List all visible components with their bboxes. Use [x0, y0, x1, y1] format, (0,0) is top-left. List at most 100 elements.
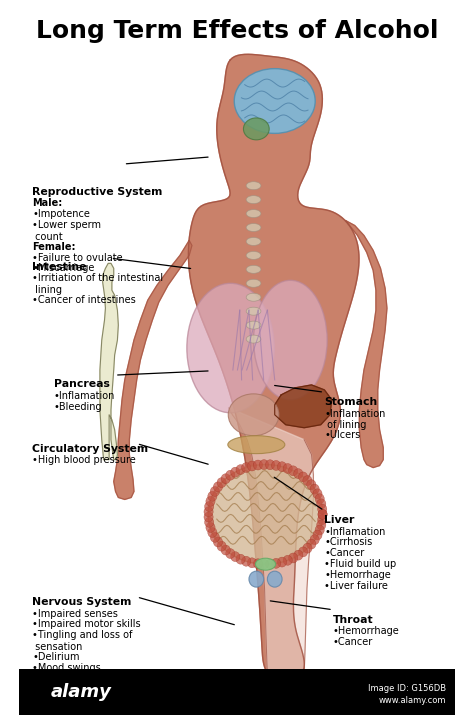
Circle shape: [253, 460, 263, 470]
Circle shape: [247, 461, 256, 471]
Text: •Bleeding: •Bleeding: [54, 402, 102, 412]
Circle shape: [206, 523, 215, 533]
Circle shape: [272, 558, 281, 569]
Ellipse shape: [255, 558, 276, 570]
Ellipse shape: [246, 238, 261, 246]
Circle shape: [205, 501, 214, 511]
Text: Pancreas: Pancreas: [54, 379, 109, 390]
Text: •Cancer of intestines: •Cancer of intestines: [32, 295, 136, 305]
Ellipse shape: [246, 210, 261, 218]
Text: alamy: alamy: [51, 682, 112, 701]
Circle shape: [226, 548, 235, 558]
Circle shape: [289, 466, 298, 476]
Text: •Fluid build up: •Fluid build up: [324, 559, 396, 569]
Polygon shape: [189, 54, 359, 680]
Circle shape: [253, 558, 263, 569]
Ellipse shape: [228, 436, 285, 454]
Circle shape: [259, 559, 269, 569]
Text: •Anxiety: •Anxiety: [32, 674, 75, 684]
Ellipse shape: [249, 571, 264, 587]
Text: Circulatory System: Circulatory System: [32, 444, 148, 454]
Ellipse shape: [246, 335, 261, 343]
Circle shape: [265, 559, 274, 569]
Text: •Miscarriage: •Miscarriage: [32, 263, 94, 274]
Text: Nervous System: Nervous System: [32, 597, 131, 607]
Text: •Inflamation: •Inflamation: [324, 526, 385, 536]
Text: •Liver failure: •Liver failure: [324, 581, 388, 591]
Text: Throat: Throat: [333, 615, 374, 625]
Circle shape: [307, 480, 316, 490]
Text: Intestine: Intestine: [32, 262, 87, 271]
Text: •Impaired senses: •Impaired senses: [32, 609, 118, 619]
Circle shape: [217, 541, 226, 551]
Ellipse shape: [246, 182, 261, 190]
Circle shape: [283, 556, 292, 565]
Text: www.alamy.com: www.alamy.com: [378, 696, 446, 705]
Text: Female:: Female:: [32, 242, 75, 252]
Circle shape: [265, 460, 274, 470]
Text: •Irritiation of the intestinal
 lining: •Irritiation of the intestinal lining: [32, 274, 163, 295]
Polygon shape: [114, 241, 192, 500]
Circle shape: [289, 553, 298, 563]
Circle shape: [283, 463, 292, 473]
Circle shape: [294, 550, 303, 560]
Text: •Delirium: •Delirium: [32, 652, 80, 662]
Circle shape: [221, 545, 230, 555]
Ellipse shape: [208, 465, 323, 564]
Circle shape: [213, 537, 223, 547]
Ellipse shape: [246, 195, 261, 203]
Circle shape: [236, 465, 245, 475]
Ellipse shape: [267, 571, 282, 587]
Circle shape: [206, 496, 215, 506]
Circle shape: [313, 530, 322, 540]
Ellipse shape: [228, 394, 279, 436]
Circle shape: [318, 515, 327, 525]
Text: •Cirrhosis: •Cirrhosis: [324, 538, 373, 547]
Circle shape: [210, 533, 219, 542]
Circle shape: [226, 470, 235, 480]
Ellipse shape: [234, 69, 315, 133]
Circle shape: [205, 518, 214, 527]
Circle shape: [299, 547, 308, 557]
Polygon shape: [229, 408, 313, 674]
Text: •Hemorrhage: •Hemorrhage: [333, 626, 400, 637]
Bar: [19, 669, 455, 715]
Text: Male:: Male:: [32, 198, 62, 208]
Ellipse shape: [246, 223, 261, 231]
Circle shape: [213, 482, 223, 492]
Polygon shape: [100, 263, 118, 460]
Circle shape: [242, 556, 251, 566]
Text: •Hemorrhage: •Hemorrhage: [324, 570, 391, 580]
Text: •Impaired motor skills: •Impaired motor skills: [32, 619, 141, 629]
Ellipse shape: [246, 294, 261, 301]
Circle shape: [277, 557, 287, 567]
Text: •Cancer: •Cancer: [333, 637, 373, 647]
Text: •Cancer: •Cancer: [324, 548, 365, 558]
Circle shape: [208, 491, 217, 501]
Text: •Inflamation
 of lining: •Inflamation of lining: [324, 409, 385, 430]
Ellipse shape: [246, 279, 261, 287]
Circle shape: [318, 509, 327, 519]
Text: •Inflamation: •Inflamation: [54, 391, 115, 401]
Circle shape: [313, 489, 322, 499]
Circle shape: [299, 472, 308, 482]
Circle shape: [259, 460, 269, 470]
Ellipse shape: [246, 251, 261, 259]
Text: •Impotence: •Impotence: [32, 209, 90, 219]
Text: Liver: Liver: [324, 515, 355, 525]
Circle shape: [231, 551, 240, 561]
Circle shape: [236, 554, 245, 564]
Circle shape: [294, 469, 303, 478]
Ellipse shape: [244, 118, 269, 140]
Circle shape: [310, 484, 319, 494]
Ellipse shape: [187, 284, 274, 413]
Circle shape: [318, 504, 327, 514]
Ellipse shape: [246, 266, 261, 274]
Circle shape: [208, 528, 217, 538]
Text: Long Term Effects of Alcohol: Long Term Effects of Alcohol: [36, 19, 438, 44]
Circle shape: [303, 475, 312, 485]
Text: Reproductive System: Reproductive System: [32, 187, 163, 197]
Circle shape: [204, 512, 213, 522]
Text: Stomach: Stomach: [324, 397, 377, 407]
Circle shape: [242, 463, 251, 473]
